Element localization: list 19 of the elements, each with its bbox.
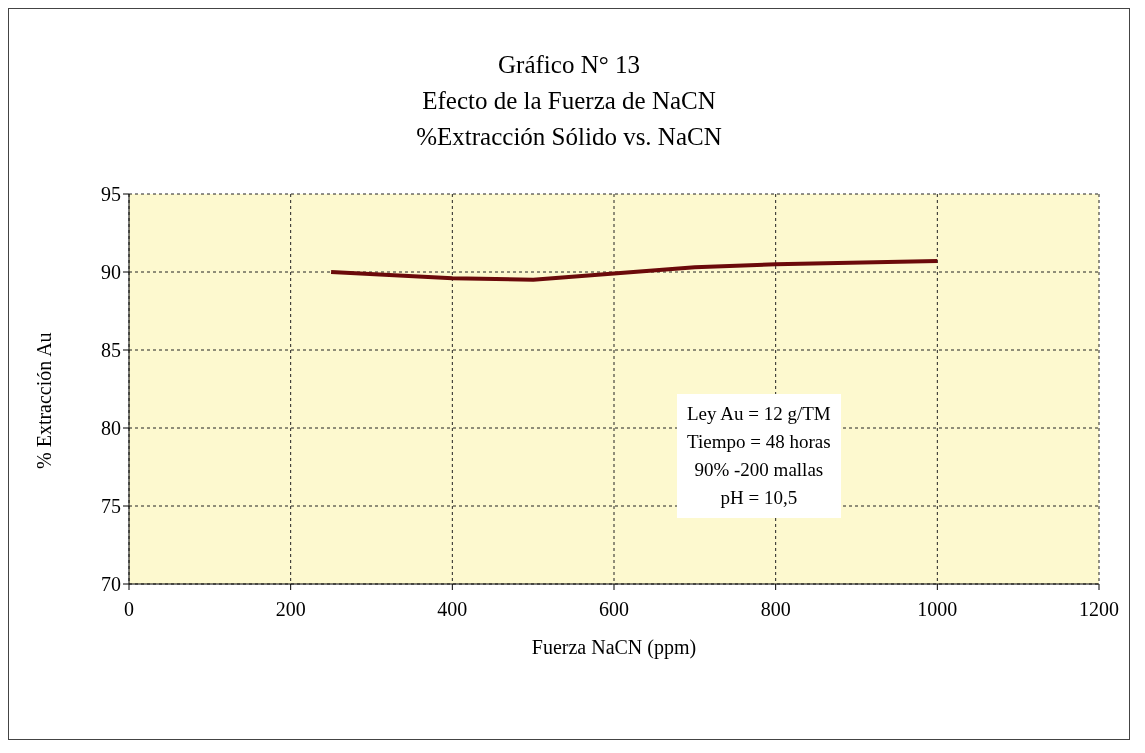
y-tick-label: 95 — [101, 183, 121, 206]
x-tick-label: 0 — [124, 598, 134, 621]
x-tick-label: 400 — [437, 598, 468, 621]
x-tick-label: 1200 — [1079, 598, 1119, 621]
x-tick-label: 200 — [275, 598, 306, 621]
line-series — [329, 259, 940, 282]
y-tick-label: 75 — [101, 495, 121, 518]
x-tick-label: 600 — [599, 598, 629, 621]
y-tick-label: 80 — [101, 417, 121, 440]
y-axis-title: % Extracción Au — [33, 332, 56, 469]
chart-title: Gráfico N° 13 — [497, 50, 641, 80]
x-axis-title: Fuerza NaCN (ppm) — [531, 636, 697, 659]
x-tick-label: 1000 — [917, 598, 958, 621]
chart-subtitle: Efecto de la Fuerza de NaCN %Extracción Sólido vs. NaCN — [415, 86, 723, 152]
annotation: Ley Au = 12 g/TM Tiempo = 48 horas 90% -200 mallas pH = 10,5 — [677, 394, 841, 518]
x-tick-label: 800 — [760, 598, 791, 621]
y-tick-label: 90 — [101, 261, 121, 284]
y-tick-label: 85 — [101, 339, 121, 362]
y-tick-label: 70 — [101, 573, 121, 596]
